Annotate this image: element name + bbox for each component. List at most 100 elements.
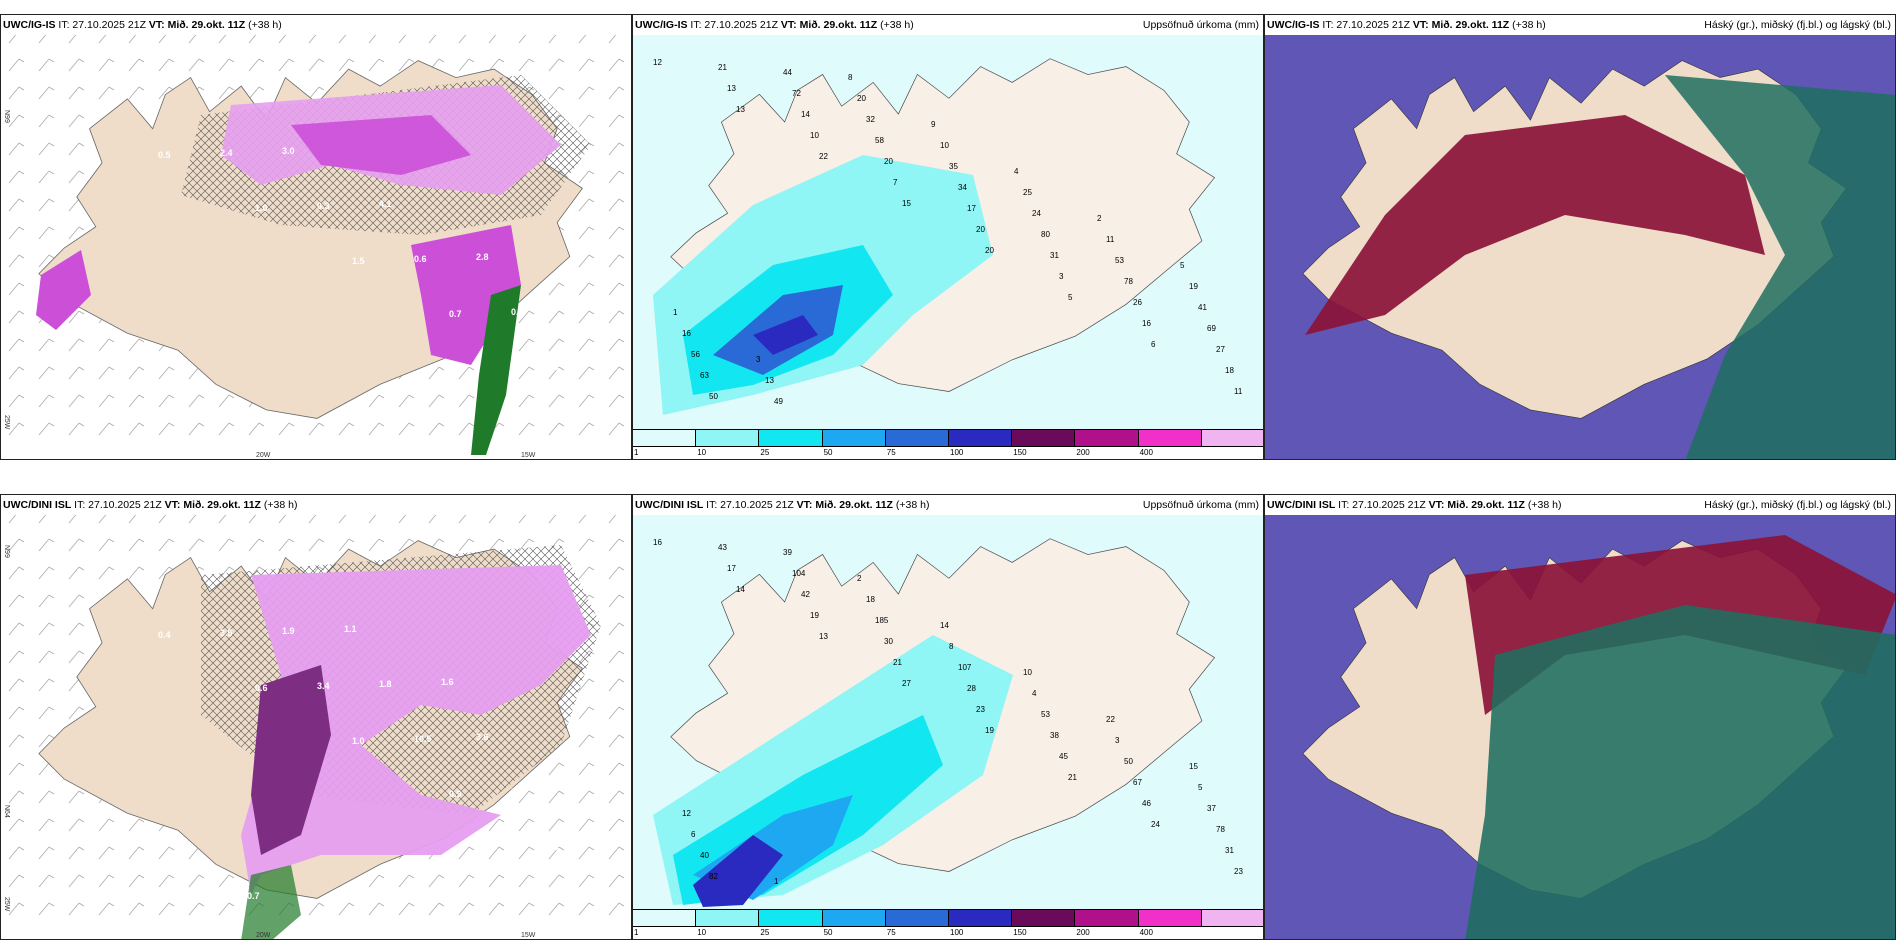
- wind-barb: [158, 58, 170, 72]
- wind-barb: [548, 86, 560, 100]
- wind-barb: [198, 538, 205, 543]
- precip-value-label: 1.9: [282, 626, 295, 636]
- wind-barb: [618, 226, 625, 231]
- precip-total-label: 43: [718, 543, 727, 552]
- wind-barb: [258, 58, 265, 63]
- wind-barb: [68, 874, 80, 888]
- precip-total-label: 8: [949, 642, 954, 651]
- wind-barb: [168, 394, 175, 399]
- precip-total-label: 72: [792, 89, 801, 98]
- wind-barb: [108, 874, 115, 879]
- wind-barb: [518, 818, 530, 832]
- wind-barb: [578, 874, 590, 888]
- precip-total-label: 13: [736, 105, 745, 114]
- wind-barb: [98, 846, 110, 860]
- wind-barb: [8, 254, 20, 268]
- wind-barb: [188, 538, 200, 552]
- wind-barb: [588, 790, 595, 795]
- wind-barb: [158, 394, 170, 408]
- wind-barb: [38, 198, 50, 212]
- wind-barb: [608, 114, 620, 128]
- wind-barb: [258, 86, 265, 91]
- wind-barb: [138, 86, 145, 91]
- precip-total-label: 5: [1068, 293, 1073, 302]
- wind-barb: [198, 58, 205, 63]
- wind-barb: [68, 678, 80, 692]
- precip-total-label: 53: [1041, 710, 1050, 719]
- wind-barb: [98, 874, 110, 888]
- wind-barb: [68, 622, 80, 636]
- color-scale-tick-label: 25: [760, 448, 770, 457]
- wind-barb: [68, 706, 80, 720]
- wind-barb: [18, 254, 25, 259]
- wind-barb: [378, 394, 385, 399]
- wind-barb: [458, 366, 470, 380]
- wind-barb: [408, 58, 415, 63]
- wind-barb: [558, 790, 565, 795]
- wind-barb: [8, 818, 20, 832]
- wind-barb: [258, 422, 265, 427]
- wind-barb: [548, 35, 557, 44]
- precip-total-label: 15: [1189, 762, 1198, 771]
- wind-barb: [618, 762, 625, 767]
- wind-barb: [188, 846, 200, 860]
- wind-barb: [68, 58, 80, 72]
- mid-cloud-area: [1305, 115, 1765, 335]
- precip-total-label: 3: [1115, 736, 1120, 745]
- precip-area: [241, 565, 591, 895]
- wind-barb: [368, 58, 380, 72]
- wind-barb: [48, 566, 55, 571]
- wind-barb: [588, 254, 595, 259]
- wind-barb: [518, 846, 530, 860]
- panel-header: UWC/IG-IS IT: 27.10.2025 21Z VT: Mið. 29…: [1, 15, 631, 35]
- wind-barb: [498, 422, 505, 427]
- wind-barb: [78, 874, 85, 879]
- wind-barb: [368, 394, 380, 408]
- wind-barb: [98, 422, 110, 436]
- precip-value-label: 3.6: [476, 732, 489, 742]
- wind-barb: [558, 338, 565, 343]
- color-scale-tick-label: 200: [1076, 928, 1090, 937]
- wind-barb: [458, 394, 470, 408]
- precip-total-label: 18: [866, 595, 875, 604]
- color-scale-tick-label: 1: [634, 448, 639, 457]
- wind-barb: [548, 818, 560, 832]
- wind-barb: [78, 366, 85, 371]
- wind-barb: [608, 538, 620, 552]
- wind-barb: [38, 818, 50, 832]
- wind-barb: [558, 846, 565, 851]
- wind-barb: [18, 86, 25, 91]
- wind-barb: [108, 338, 115, 343]
- wind-barb: [368, 902, 380, 916]
- wind-barb: [528, 310, 535, 315]
- wind-barb: [188, 58, 200, 72]
- wind-barb: [218, 35, 227, 44]
- wind-barb: [138, 58, 145, 63]
- wind-barb: [218, 538, 230, 552]
- wind-barb: [608, 650, 620, 664]
- wind-barb: [588, 226, 595, 231]
- precip-total-label: 39: [783, 548, 792, 557]
- wind-barb: [128, 874, 140, 888]
- precip-total-label: 44: [783, 68, 792, 77]
- wind-barb: [618, 650, 625, 655]
- wind-barb: [348, 58, 355, 63]
- wind-barb: [608, 422, 620, 436]
- precip-total-label: 46: [1142, 799, 1151, 808]
- precip-total-label: 20: [857, 94, 866, 103]
- wind-barb: [48, 678, 55, 683]
- wind-barb: [618, 790, 625, 795]
- wind-barb: [438, 394, 445, 399]
- panel-header: UWC/DINI ISL IT: 27.10.2025 21Z VT: Mið.…: [1, 495, 631, 515]
- wind-barb: [98, 515, 107, 524]
- color-scale-bar: [633, 429, 1263, 447]
- map-title: Uppsöfnuð úrkoma (mm): [1142, 499, 1259, 511]
- wind-barb: [48, 254, 55, 259]
- wind-barb: [528, 818, 535, 823]
- wind-barb: [78, 58, 85, 63]
- wind-barb: [8, 734, 20, 748]
- wind-barb: [68, 422, 80, 436]
- wind-barb: [308, 58, 320, 72]
- wind-barb: [78, 170, 85, 175]
- precip-total-label: 58: [875, 136, 884, 145]
